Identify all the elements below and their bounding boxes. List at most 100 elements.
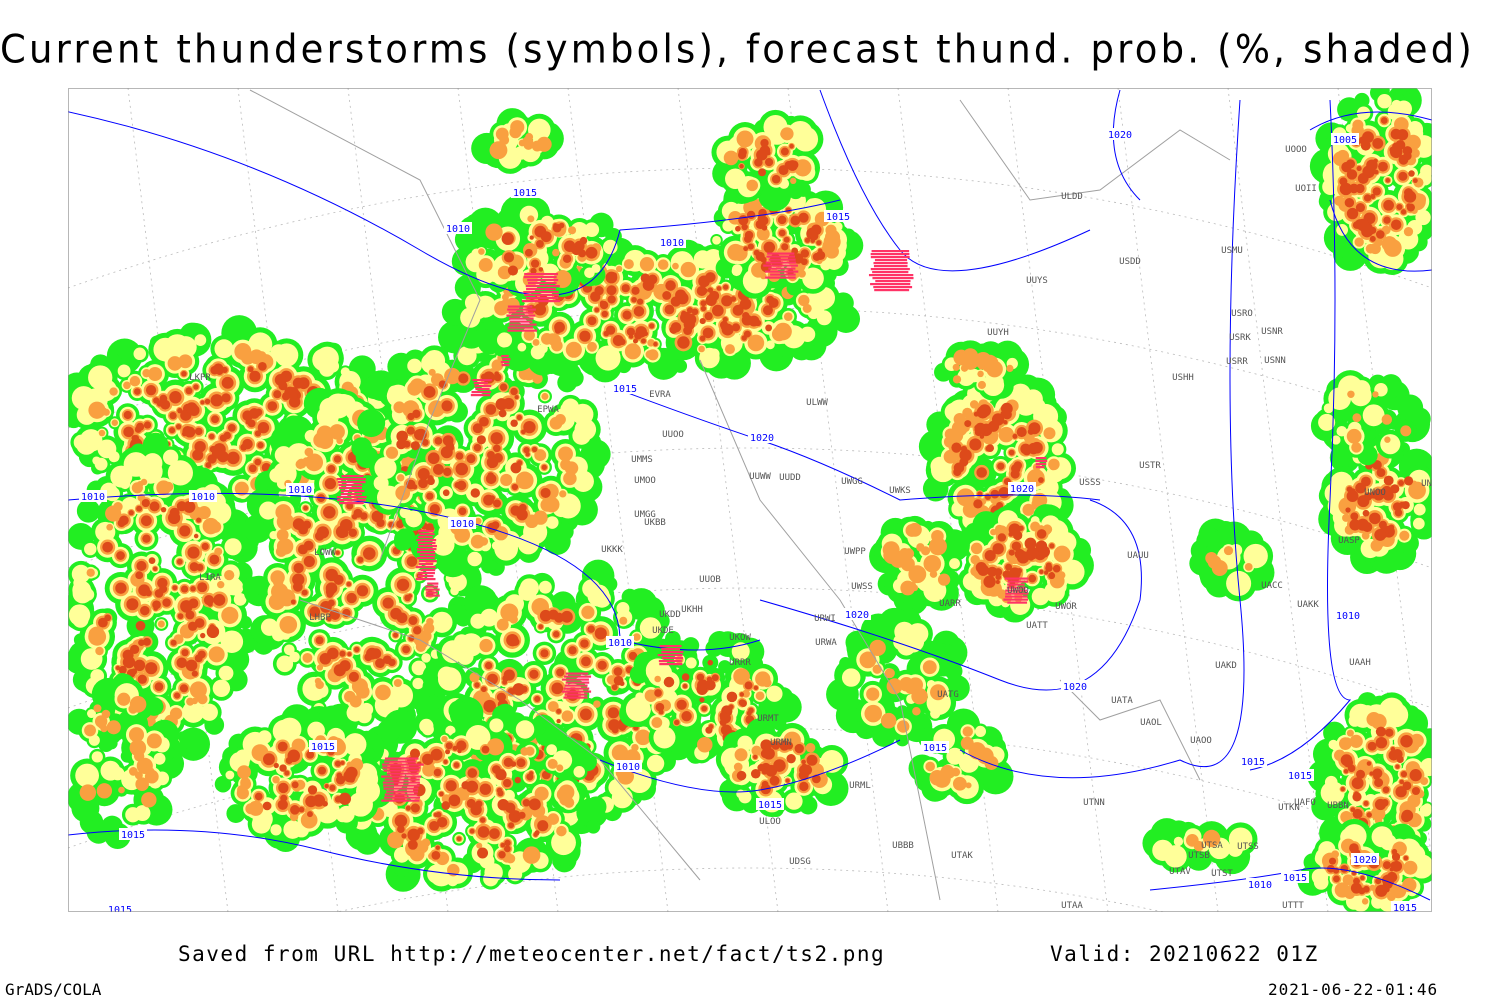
probability-cell: [194, 334, 207, 346]
probability-cell: [594, 627, 607, 640]
probability-cell: [73, 577, 85, 589]
probability-cell: [824, 229, 841, 245]
probability-cell: [220, 630, 244, 653]
probability-cell: [375, 688, 384, 697]
probability-cell: [456, 740, 467, 751]
probability-cell: [490, 432, 503, 445]
probability-cell: [402, 645, 410, 654]
probability-cell: [123, 410, 132, 420]
probability-cell: [427, 477, 435, 486]
probability-cell: [268, 593, 286, 610]
probability-cell: [145, 385, 157, 396]
probability-cell: [551, 682, 564, 695]
probability-cell: [673, 359, 688, 373]
probability-cell: [406, 556, 418, 567]
probability-cell: [445, 742, 453, 750]
probability-cell: [86, 568, 95, 577]
probability-cell: [221, 606, 239, 624]
probability-cell: [227, 451, 240, 465]
probability-cell: [619, 338, 626, 346]
probability-cell: [680, 261, 696, 278]
probability-cell: [157, 620, 165, 628]
probability-cell: [143, 421, 152, 429]
probability-cell: [123, 452, 149, 477]
probability-cell: [732, 304, 744, 316]
probability-cell: [433, 768, 442, 777]
probability-cell: [415, 641, 426, 652]
probability-cell: [529, 669, 539, 679]
probability-cell: [683, 326, 693, 336]
probability-cell: [211, 415, 219, 424]
probability-cell: [325, 582, 338, 595]
probability-cell: [354, 646, 360, 653]
probability-cell: [570, 407, 584, 421]
probability-cell: [421, 653, 431, 663]
probability-cell: [510, 419, 518, 427]
probability-cell: [500, 603, 519, 622]
probability-cell: [185, 659, 198, 672]
probability-cell: [148, 366, 163, 382]
probability-cell: [802, 303, 812, 313]
probability-cell: [356, 585, 369, 597]
probability-cell: [581, 656, 591, 667]
probability-cell: [175, 423, 182, 430]
probability-cell: [249, 370, 261, 382]
probability-cell: [176, 657, 188, 669]
probability-cell: [209, 520, 222, 533]
probability-cell: [490, 674, 496, 681]
probability-cell: [191, 697, 199, 705]
probability-cell: [700, 305, 707, 312]
probability-cell: [274, 446, 293, 465]
probability-cell: [470, 488, 480, 498]
probability-cell: [469, 672, 480, 683]
probability-cell: [508, 822, 515, 829]
probability-cell: [453, 762, 460, 768]
probability-cell: [585, 796, 607, 818]
probability-cell: [410, 803, 420, 813]
probability-cell: [458, 507, 467, 516]
probability-cell: [346, 581, 352, 587]
probability-cell: [92, 456, 101, 465]
probability-cell: [580, 639, 589, 648]
probability-cell: [409, 748, 421, 759]
probability-cell: [433, 464, 444, 475]
probability-cell: [543, 496, 560, 513]
probability-cell: [191, 670, 198, 677]
probability-cell: [482, 371, 496, 384]
probability-cell: [405, 510, 423, 528]
probability-cell: [486, 456, 499, 469]
probability-cell: [292, 581, 303, 592]
probability-cell: [480, 686, 487, 693]
probability-cell: [469, 828, 475, 834]
probability-cell: [548, 609, 559, 620]
probability-cell: [481, 559, 496, 574]
probability-cell: [470, 613, 486, 629]
probability-cell: [699, 317, 706, 325]
probability-cell: [276, 538, 294, 555]
probability-cell: [302, 652, 313, 663]
probability-cell: [707, 287, 714, 293]
probability-cell: [514, 395, 519, 400]
probability-cell: [410, 441, 420, 451]
probability-cell: [130, 668, 138, 675]
probability-cell: [428, 368, 436, 376]
probability-cell: [548, 727, 568, 748]
probability-cell: [407, 412, 415, 421]
probability-cell: [444, 367, 461, 385]
probability-cell: [167, 460, 193, 486]
probability-cell: [189, 562, 199, 572]
probability-cell: [735, 225, 741, 232]
probability-cell: [356, 687, 368, 699]
map-title: Current thunderstorms (symbols), forecas…: [0, 26, 1476, 73]
probability-cell: [670, 322, 682, 333]
probability-cell: [136, 560, 147, 572]
probability-cell: [554, 321, 565, 333]
probability-cell: [436, 817, 448, 828]
probability-cell: [327, 465, 336, 473]
probability-cell: [137, 674, 147, 684]
probability-cell: [774, 322, 792, 341]
probability-cell: [82, 588, 95, 601]
probability-cell: [549, 416, 563, 430]
probability-cell: [90, 669, 105, 683]
probability-cell: [518, 811, 526, 819]
